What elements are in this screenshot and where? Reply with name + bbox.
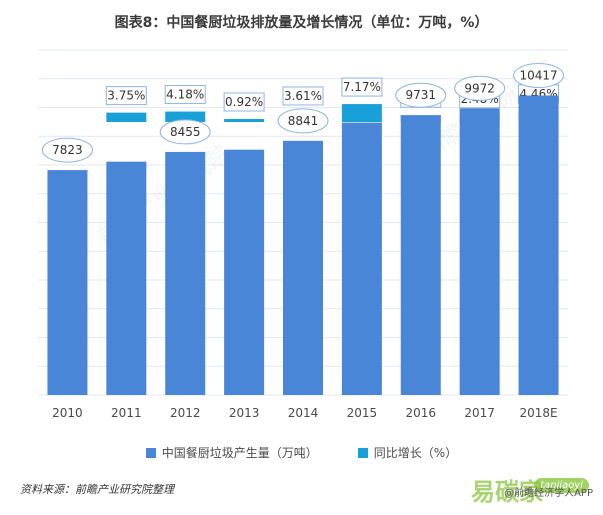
volume-data-label-bubble bbox=[277, 108, 329, 134]
growth-data-label-box bbox=[341, 77, 383, 97]
brand-logo: 易碳家 bbox=[471, 478, 543, 506]
growth-data-label-box bbox=[282, 86, 324, 106]
growth-data-label-box bbox=[223, 92, 265, 112]
volume-bar bbox=[47, 170, 88, 395]
x-tick-label: 2017 bbox=[464, 406, 495, 420]
growth-data-label: 3.61% bbox=[284, 89, 322, 103]
growth-bar bbox=[106, 112, 147, 122]
growth-data-label: 0.92% bbox=[225, 95, 263, 109]
growth-bar bbox=[341, 104, 382, 122]
volume-data-label: 8841 bbox=[288, 114, 319, 128]
volume-data-label: 8455 bbox=[170, 125, 201, 139]
growth-bar bbox=[165, 111, 206, 122]
x-tick-label: 2011 bbox=[111, 406, 142, 420]
x-axis-labels: 2010 2011 2012 2013 2014 2015 2016 2017 2018E bbox=[52, 406, 557, 420]
volume-bar bbox=[224, 149, 265, 395]
volume-bar bbox=[283, 140, 323, 395]
x-tick-label: 2010 bbox=[52, 406, 83, 420]
x-tick-label: 2013 bbox=[229, 406, 260, 420]
volume-data-label-bubble bbox=[395, 82, 447, 108]
volume-bar bbox=[341, 122, 382, 395]
legend-label-volume: 中国餐厨垃圾产生量（万吨） bbox=[161, 446, 318, 460]
legend-item-growth: 同比增长（%） bbox=[357, 444, 458, 461]
growth-data-label: 7.17% bbox=[343, 80, 381, 94]
source-note: 资料来源：前瞻产业研究院整理 bbox=[20, 483, 174, 496]
volume-data-label-bubble bbox=[454, 75, 506, 101]
growth-bar bbox=[224, 119, 265, 122]
volume-bar bbox=[400, 115, 441, 395]
volume-data-label: 10417 bbox=[519, 69, 557, 83]
volume-data-label-bubble bbox=[513, 63, 565, 89]
x-tick-label: 2012 bbox=[170, 406, 201, 420]
volume-data-label: 7823 bbox=[52, 143, 83, 157]
volume-bar bbox=[165, 151, 206, 395]
volume-data-label-bubble bbox=[159, 119, 211, 145]
chart-title: 图表8：中国餐厨垃圾排放量及增长情况（单位：万吨，%） bbox=[114, 15, 489, 31]
legend-item-volume: 中国餐厨垃圾产生量（万吨） bbox=[145, 444, 318, 461]
volume-bar bbox=[459, 108, 500, 396]
growth-data-label-box bbox=[105, 86, 147, 106]
legend-label-growth: 同比增长（%） bbox=[373, 446, 458, 460]
x-tick-label: 2016 bbox=[406, 406, 437, 420]
legend-swatch-volume bbox=[145, 447, 156, 458]
volume-data-label: 9731 bbox=[406, 88, 437, 102]
growth-data-label-box bbox=[164, 85, 206, 105]
growth-data-label: 3.75% bbox=[107, 89, 145, 103]
legend: 中国餐厨垃圾产生量（万吨） 同比增长（%） bbox=[0, 444, 603, 461]
x-tick-label: 2015 bbox=[347, 406, 378, 420]
volume-bar bbox=[518, 95, 559, 395]
legend-swatch-growth bbox=[357, 447, 368, 458]
x-tick-label: 2018E bbox=[519, 406, 557, 420]
volume-series: 7823 8455 8841 9731 9972 10417 bbox=[41, 63, 565, 396]
credit-text: @前瞻经济学人APP bbox=[504, 488, 593, 499]
growth-data-label: 4.18% bbox=[166, 88, 204, 102]
x-tick-label: 2014 bbox=[288, 406, 319, 420]
brand-logo-sub: tanjiaoyi bbox=[534, 478, 589, 493]
volume-data-label: 9972 bbox=[464, 81, 495, 95]
volume-bar bbox=[106, 161, 147, 395]
volume-data-label-bubble bbox=[41, 137, 93, 163]
